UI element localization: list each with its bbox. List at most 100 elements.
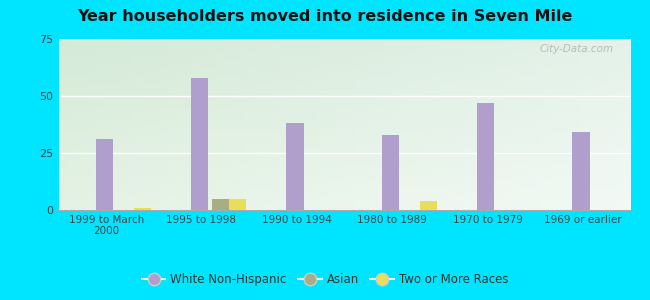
Bar xyxy=(58,174,630,175)
Bar xyxy=(58,59,630,60)
Bar xyxy=(58,176,630,177)
Bar xyxy=(58,99,630,100)
Bar xyxy=(58,94,630,95)
Bar xyxy=(58,86,630,87)
Bar xyxy=(58,44,630,45)
Bar xyxy=(58,166,630,167)
Bar xyxy=(58,163,630,164)
Bar xyxy=(58,175,630,176)
Bar xyxy=(58,75,630,76)
Bar xyxy=(58,123,630,124)
Bar xyxy=(58,202,630,203)
Bar xyxy=(58,144,630,145)
Bar xyxy=(58,170,630,171)
Bar xyxy=(58,156,630,157)
Bar xyxy=(58,185,630,186)
Bar xyxy=(58,189,630,190)
Bar xyxy=(58,195,630,196)
Bar xyxy=(58,142,630,143)
Bar xyxy=(58,63,630,64)
Bar xyxy=(58,61,630,62)
Bar xyxy=(58,107,630,108)
Bar xyxy=(58,143,630,144)
Bar xyxy=(58,140,630,141)
Bar xyxy=(420,201,437,210)
Bar xyxy=(58,111,630,112)
Bar xyxy=(58,95,630,96)
Bar xyxy=(58,194,630,195)
Bar xyxy=(58,60,630,61)
Bar xyxy=(58,65,630,66)
Bar xyxy=(58,100,630,101)
Bar xyxy=(58,124,630,125)
Bar xyxy=(58,40,630,41)
Bar xyxy=(58,71,630,72)
Bar xyxy=(58,117,630,118)
Bar xyxy=(58,69,630,70)
Bar xyxy=(58,58,630,59)
Bar xyxy=(58,122,630,123)
Bar xyxy=(58,77,630,78)
Legend: White Non-Hispanic, Asian, Two or More Races: White Non-Hispanic, Asian, Two or More R… xyxy=(137,269,513,291)
Bar xyxy=(58,102,630,103)
Bar xyxy=(58,120,630,121)
Bar xyxy=(58,57,630,58)
Bar xyxy=(58,199,630,200)
Bar xyxy=(58,52,630,53)
Bar xyxy=(58,74,630,75)
Bar xyxy=(58,47,630,48)
Bar xyxy=(58,178,630,179)
Bar xyxy=(58,206,630,207)
Bar xyxy=(58,173,630,174)
Bar xyxy=(58,150,630,151)
Bar xyxy=(58,72,630,73)
Text: Year householders moved into residence in Seven Mile: Year householders moved into residence i… xyxy=(77,9,573,24)
Bar xyxy=(58,200,630,201)
Bar xyxy=(58,187,630,188)
Bar xyxy=(58,209,630,210)
Bar xyxy=(58,43,630,44)
Bar xyxy=(58,116,630,117)
Bar xyxy=(58,204,630,205)
Bar xyxy=(58,183,630,184)
Bar xyxy=(58,152,630,153)
Bar xyxy=(58,164,630,165)
Bar xyxy=(58,51,630,52)
Bar xyxy=(58,131,630,132)
Bar xyxy=(58,186,630,187)
Bar xyxy=(58,160,630,161)
Bar xyxy=(58,76,630,77)
Bar xyxy=(58,207,630,208)
Bar xyxy=(58,134,630,135)
Bar xyxy=(58,80,630,81)
Bar xyxy=(58,98,630,99)
Bar xyxy=(58,56,630,57)
Bar xyxy=(58,114,630,115)
Bar xyxy=(58,171,630,172)
Bar xyxy=(58,91,630,92)
Bar xyxy=(58,103,630,104)
Bar xyxy=(58,68,630,69)
Bar xyxy=(58,89,630,90)
Bar xyxy=(58,154,630,155)
Bar xyxy=(58,49,630,50)
Bar xyxy=(58,161,630,162)
Bar xyxy=(58,157,630,158)
Bar xyxy=(58,188,630,189)
Bar xyxy=(58,115,630,116)
Bar xyxy=(58,100,630,101)
Bar xyxy=(58,192,630,193)
Bar xyxy=(58,92,630,93)
Bar xyxy=(58,155,630,156)
Bar xyxy=(58,160,630,161)
Bar xyxy=(58,190,630,191)
Bar xyxy=(58,119,630,120)
Bar xyxy=(58,182,630,183)
Bar xyxy=(58,109,630,110)
Bar xyxy=(58,130,630,131)
Bar xyxy=(58,85,630,86)
Bar xyxy=(58,184,630,185)
Bar xyxy=(58,159,630,160)
Bar xyxy=(58,177,630,178)
Bar xyxy=(58,181,630,182)
